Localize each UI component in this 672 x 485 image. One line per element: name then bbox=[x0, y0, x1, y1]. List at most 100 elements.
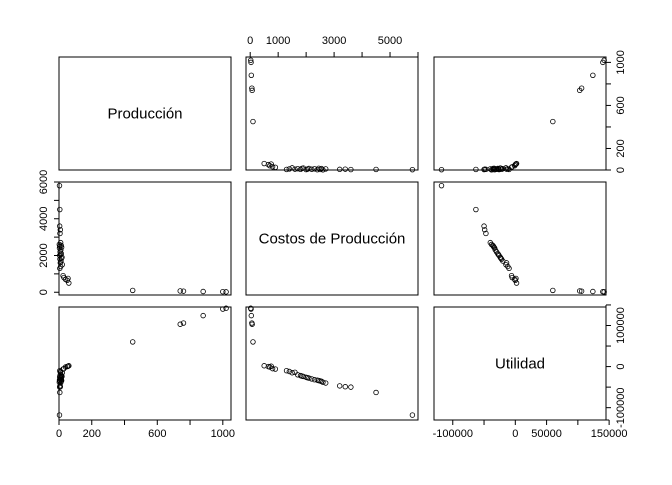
point-produccion-vs-utilidad-2 bbox=[590, 72, 596, 78]
point-produccion-vs-costos-31 bbox=[336, 166, 343, 173]
variable-label-produccion: Producción bbox=[107, 106, 182, 123]
tick-label-x-utilidad-2: 50000 bbox=[531, 428, 562, 440]
point-utilidad-vs-produccion-1 bbox=[223, 305, 229, 311]
point-produccion-vs-costos-3 bbox=[249, 85, 255, 91]
point-utilidad-vs-costos-22 bbox=[306, 375, 312, 381]
point-costos-vs-produccion-34 bbox=[57, 206, 63, 213]
point-utilidad-vs-produccion-35 bbox=[56, 412, 63, 418]
tick-label-x-produccion-0: 0 bbox=[56, 428, 62, 440]
point-costos-vs-utilidad-30 bbox=[487, 239, 493, 246]
point-costos-vs-utilidad-34 bbox=[473, 206, 479, 213]
point-costos-vs-utilidad-2 bbox=[590, 288, 596, 295]
point-produccion-vs-utilidad-29 bbox=[488, 167, 495, 173]
point-utilidad-vs-costos-1 bbox=[248, 305, 254, 311]
point-costos-vs-utilidad-5 bbox=[550, 287, 556, 294]
point-utilidad-vs-costos-13 bbox=[286, 368, 293, 375]
point-produccion-vs-costos-33 bbox=[348, 166, 354, 173]
point-produccion-vs-utilidad-10 bbox=[509, 164, 515, 170]
point-produccion-vs-costos-23 bbox=[309, 166, 315, 172]
point-utilidad-vs-costos-33 bbox=[348, 384, 354, 390]
point-costos-vs-utilidad-4 bbox=[577, 288, 583, 294]
point-utilidad-vs-produccion-34 bbox=[57, 389, 63, 396]
point-utilidad-vs-costos-11 bbox=[272, 366, 279, 372]
tick-label-y-utilidad-1: 0 bbox=[615, 364, 627, 370]
tick-label-y-produccion-3: 1000 bbox=[615, 50, 627, 74]
point-utilidad-vs-produccion-9 bbox=[65, 363, 71, 369]
point-utilidad-vs-produccion-33 bbox=[56, 384, 63, 390]
point-produccion-vs-costos-0 bbox=[248, 59, 254, 66]
point-utilidad-vs-costos-30 bbox=[323, 380, 329, 386]
point-produccion-vs-costos-8 bbox=[265, 161, 272, 168]
point-utilidad-vs-produccion-5 bbox=[130, 339, 136, 345]
point-costos-vs-produccion-1 bbox=[223, 289, 229, 295]
point-costos-vs-utilidad-3 bbox=[578, 288, 585, 294]
point-costos-vs-produccion-2 bbox=[200, 288, 206, 295]
point-produccion-vs-costos-11 bbox=[272, 164, 279, 171]
point-costos-vs-utilidad-32 bbox=[481, 227, 488, 233]
point-produccion-vs-utilidad-17 bbox=[498, 166, 505, 173]
point-produccion-vs-costos-14 bbox=[289, 165, 295, 171]
point-utilidad-vs-produccion-2 bbox=[200, 312, 206, 319]
tick-label-x-produccion-2: 600 bbox=[148, 428, 166, 440]
point-costos-vs-utilidad-1 bbox=[601, 289, 607, 295]
point-costos-vs-produccion-0 bbox=[220, 288, 226, 295]
point-costos-vs-utilidad-31 bbox=[483, 230, 489, 237]
panel-frame-0-2 bbox=[433, 56, 607, 171]
panel-frame-1-0 bbox=[58, 181, 232, 296]
point-produccion-vs-utilidad-4 bbox=[577, 87, 583, 94]
point-produccion-vs-costos-35 bbox=[409, 166, 416, 173]
tick-label-x-produccion-1: 200 bbox=[83, 428, 101, 440]
point-produccion-vs-costos-13 bbox=[286, 166, 293, 172]
tick-label-x-utilidad-0: -100000 bbox=[433, 428, 473, 440]
point-costos-vs-produccion-11 bbox=[60, 273, 66, 279]
point-costos-vs-produccion-30 bbox=[57, 239, 64, 246]
tick-label-x-produccion-3: 1000 bbox=[211, 428, 235, 440]
point-costos-vs-utilidad-35 bbox=[438, 182, 445, 189]
point-produccion-vs-utilidad-34 bbox=[473, 166, 479, 173]
point-produccion-vs-costos-15 bbox=[292, 166, 298, 172]
point-costos-vs-produccion-31 bbox=[57, 230, 63, 237]
point-produccion-vs-utilidad-28 bbox=[490, 165, 496, 172]
point-utilidad-vs-costos-31 bbox=[336, 383, 343, 389]
variable-label-utilidad: Utilidad bbox=[495, 356, 545, 373]
point-costos-vs-produccion-4 bbox=[177, 288, 183, 294]
point-produccion-vs-utilidad-35 bbox=[438, 166, 445, 173]
point-costos-vs-utilidad-33 bbox=[481, 223, 487, 229]
point-costos-vs-utilidad-9 bbox=[513, 275, 519, 282]
point-produccion-vs-costos-1 bbox=[248, 57, 254, 63]
point-utilidad-vs-costos-2 bbox=[248, 312, 255, 319]
point-produccion-vs-utilidad-7 bbox=[511, 162, 518, 169]
point-produccion-vs-utilidad-1 bbox=[601, 57, 607, 63]
panel-frame-1-2 bbox=[433, 181, 607, 296]
point-produccion-vs-utilidad-5 bbox=[550, 118, 556, 125]
tick-label-x-costos-2: 3000 bbox=[322, 35, 346, 47]
point-utilidad-vs-costos-8 bbox=[265, 363, 272, 370]
tick-label-y-costos-2: 4000 bbox=[38, 207, 50, 231]
point-utilidad-vs-produccion-3 bbox=[180, 320, 187, 326]
point-costos-vs-produccion-33 bbox=[56, 223, 63, 229]
point-utilidad-vs-produccion-0 bbox=[220, 306, 226, 312]
point-costos-vs-utilidad-11 bbox=[508, 273, 515, 279]
tick-label-x-costos-0: 0 bbox=[247, 35, 253, 47]
point-utilidad-vs-produccion-4 bbox=[177, 321, 183, 327]
tick-label-y-costos-0: 0 bbox=[38, 289, 50, 295]
point-produccion-vs-costos-4 bbox=[249, 87, 255, 94]
point-utilidad-vs-costos-32 bbox=[342, 384, 348, 390]
point-utilidad-vs-costos-14 bbox=[289, 370, 295, 376]
point-produccion-vs-costos-34 bbox=[373, 166, 379, 173]
point-costos-vs-produccion-5 bbox=[130, 287, 136, 294]
point-utilidad-vs-costos-15 bbox=[292, 369, 298, 376]
tick-label-y-produccion-0: 0 bbox=[615, 167, 627, 173]
tick-label-x-costos-3: 5000 bbox=[378, 35, 402, 47]
point-utilidad-vs-costos-35 bbox=[409, 412, 416, 418]
point-produccion-vs-utilidad-9 bbox=[513, 161, 519, 167]
tick-label-y-utilidad-0: -100000 bbox=[615, 387, 627, 427]
tick-label-y-produccion-2: 600 bbox=[615, 96, 627, 114]
point-produccion-vs-costos-30 bbox=[323, 166, 329, 172]
point-utilidad-vs-costos-34 bbox=[373, 389, 379, 396]
point-produccion-vs-costos-10 bbox=[269, 164, 276, 170]
variable-label-costos: Costos de Producción bbox=[259, 231, 406, 248]
panel-frame-0-1 bbox=[245, 56, 419, 171]
tick-label-y-utilidad-2: 100000 bbox=[615, 307, 627, 344]
